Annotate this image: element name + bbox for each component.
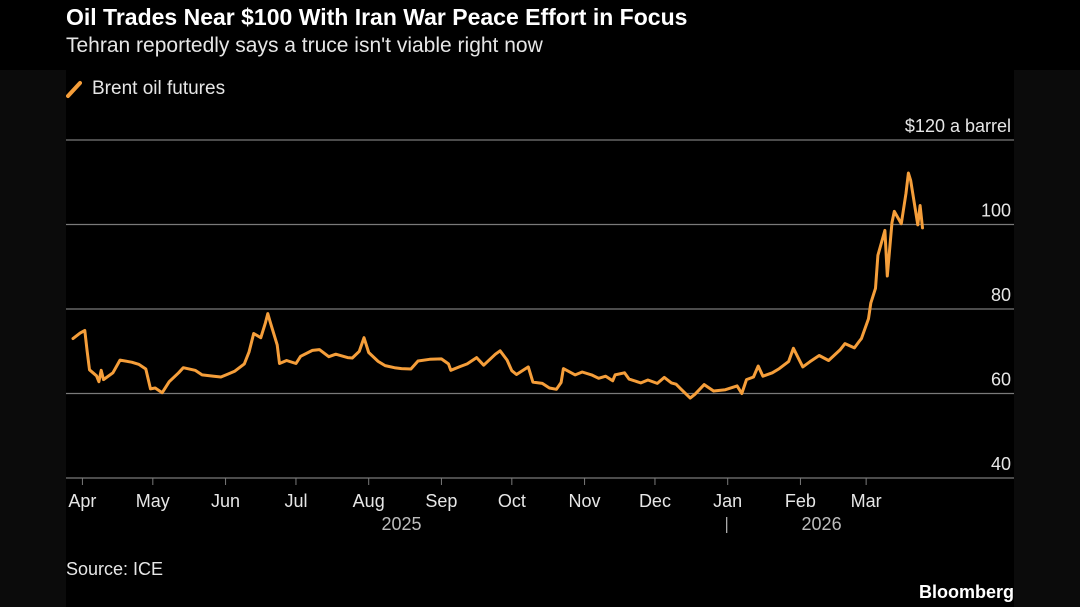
left-backdrop-panel [0, 70, 66, 607]
legend-label: Brent oil futures [92, 78, 226, 99]
y-tick-label: 60 [991, 370, 1011, 390]
x-tick-label: Nov [569, 491, 601, 511]
x-tick-label: Oct [498, 491, 526, 511]
x-tick-label: Apr [68, 491, 96, 511]
chart-legend: Brent oil futures [66, 78, 225, 100]
x-tick-label: Dec [639, 491, 671, 511]
chart-title: Oil Trades Near $100 With Iran War Peace… [66, 4, 688, 30]
legend-line-swatch-icon [66, 81, 82, 98]
brand-logo: Bloomberg [918, 582, 1014, 602]
x-tick-label: Sep [425, 491, 457, 511]
x-tick-label: May [136, 491, 170, 511]
x-tick-label: Feb [785, 491, 816, 511]
x-tick-label: Mar [851, 491, 882, 511]
y-tick-label: 40 [991, 454, 1011, 474]
year-label: 2026 [802, 514, 842, 534]
source-note: Source: ICE [66, 559, 164, 579]
year-label: 2025 [382, 514, 422, 534]
right-backdrop-panel [1014, 70, 1080, 607]
x-tick-label: Jan [713, 491, 742, 511]
series-line-brent [71, 171, 924, 400]
chart-subtitle: Tehran reportedly says a truce isn't via… [66, 34, 543, 57]
x-tick-label: Aug [353, 491, 385, 511]
y-tick-label: $120 a barrel [905, 116, 1011, 136]
y-tick-label: 80 [991, 285, 1011, 305]
x-tick-label: Jun [211, 491, 240, 511]
x-tick-label: Jul [284, 491, 307, 511]
y-tick-label: 100 [981, 201, 1011, 221]
